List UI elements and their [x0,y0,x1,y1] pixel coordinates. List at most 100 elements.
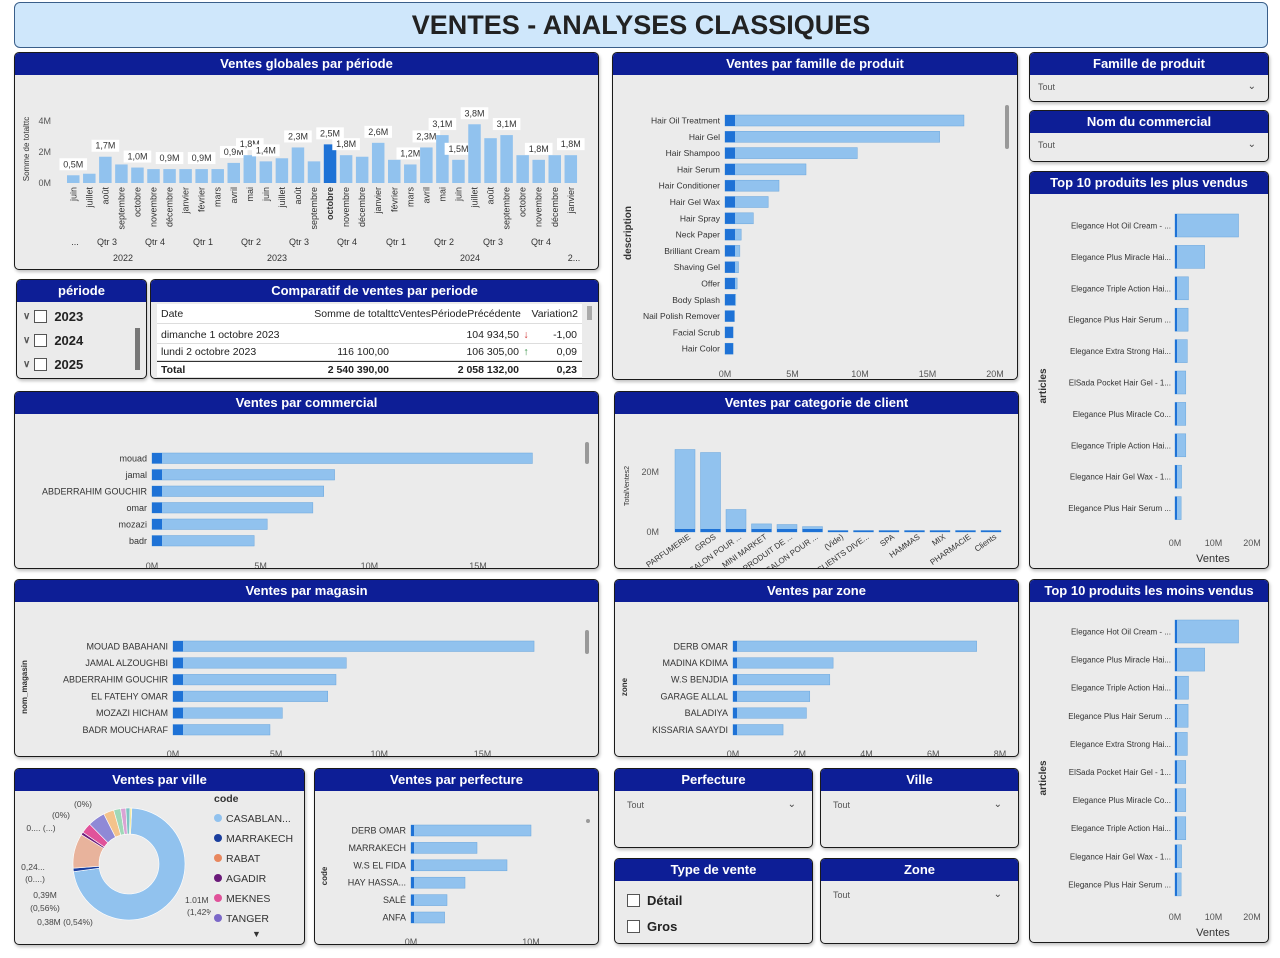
legend-item[interactable]: MEKNES [214,889,293,909]
quarter-label: Qtr 3 [483,237,503,247]
bar [1174,245,1205,269]
bar [500,135,513,183]
x-tick-label: août [486,187,496,205]
scrollbar[interactable] [135,328,140,370]
data-label: 0,5M [63,159,83,169]
bar-accent [152,486,162,497]
panel-title: Ventes par magasin [15,580,598,602]
x-tick-label: 10M [371,749,389,757]
checkbox[interactable] [627,919,640,933]
x-tick-label: septembre [116,187,126,230]
data-label: (0....) [25,874,45,884]
category-label: JAMAL ALZOUGHBI [85,658,168,668]
nom-dropdown[interactable]: Tout ⌄ [1034,137,1264,157]
x-tick-label: mars [405,187,415,207]
bar [410,894,448,906]
bar [151,535,255,547]
category-label: BADR MOUCHARAF [82,725,168,735]
x-tick-label: 4M [860,749,873,757]
data-label: 0,39M [33,890,57,900]
year-2024[interactable]: ∨ 2024 [23,328,140,352]
legend-item[interactable]: AGADIR [214,869,293,889]
chart-top10-moins: Elegance Hot Oil Cream - ... Elegance Plu… [1038,619,1261,939]
table-total: Total 2 540 390,00 2 058 132,00 0,23 [157,361,582,378]
bar-accent [1175,620,1177,643]
x-tick-label: 15M [469,561,487,569]
category-label: jamal [124,470,147,480]
col-prec[interactable]: VentesPériodePrécédente [398,308,521,320]
checkbox[interactable] [34,357,48,371]
y-axis-label: zone [620,677,629,696]
col-date[interactable]: Date [161,308,184,320]
quarter-label: Qtr 2 [434,237,454,247]
bar [151,502,314,514]
col-variation[interactable]: Variation2 [531,308,578,320]
col-somme[interactable]: Somme de totalttc [314,308,399,320]
y-tick-label: 20M [641,467,659,477]
bar [468,124,481,183]
y-tick-label: 2M [38,147,51,157]
legend-item[interactable]: TANGER [214,909,293,929]
bar [211,169,224,183]
bar [1174,276,1189,301]
perfecture-dropdown[interactable]: Tout ⌄ [623,797,804,817]
year-2023[interactable]: ∨ 2023 [23,304,140,328]
bar [131,167,144,183]
chevron-down-icon: ∨ [23,310,31,322]
x-tick-label: 5M [270,749,283,757]
data-label: 1,5M [448,144,468,154]
slicer-title: période [17,280,146,302]
panel-title: Ventes par ville [15,769,304,791]
slicer-perfecture: Perfecture Tout ⌄ [614,768,813,848]
panel-top10-moins: Top 10 produits les moins vendus Eleganc… [1029,579,1269,943]
option-gros[interactable]: Gros [623,913,804,939]
bar-accent [1175,339,1177,363]
x-tick-label: janvier [181,187,191,215]
checkbox[interactable] [34,309,48,323]
year-2025[interactable]: ∨ 2025 [23,352,140,376]
bar [410,824,532,837]
ville-dropdown[interactable]: Tout ⌄ [829,797,1010,817]
bar-accent [1175,788,1177,812]
legend-label: MEKNES [226,893,271,905]
dropdown-value: Tout [1038,140,1056,150]
data-label: 1,0M [127,152,147,162]
data-label-bg [91,139,120,152]
caret-down-icon[interactable]: ▼ [252,929,261,939]
legend-dot-icon [214,834,222,842]
bar [323,144,337,183]
bar-accent [1175,214,1177,237]
data-label: 0,38M (0,54%) [37,917,93,927]
x-tick-label: 0M [719,369,732,379]
quarter-label: Qtr 4 [145,237,165,247]
y-axis-label: articles [1038,368,1049,403]
category-label: Elegance Extra Strong Hai... [1070,347,1171,356]
scrollbar[interactable] [587,306,592,320]
y-axis-label: description [623,206,634,260]
category-label: GARAGE ALLAL [660,691,728,701]
data-label: 0,9M [224,147,244,157]
legend-item[interactable]: RABAT [214,849,293,869]
bar [420,147,433,183]
checkbox[interactable] [627,893,640,907]
y-axis-label: articles [1038,760,1049,795]
legend-item[interactable]: CASABLAN... [214,809,293,829]
bar-accent [955,530,976,532]
panel-ventes-magasin: Ventes par magasin MOUAD BABAHANI JAMAL A… [14,579,599,757]
bar [371,142,385,183]
bar [516,155,529,183]
famille-dropdown[interactable]: Tout ⌄ [1034,79,1264,99]
data-label-bg [187,152,216,165]
option-detail[interactable]: Détail [623,887,804,913]
year-label: 2024 [54,332,84,348]
zone-dropdown[interactable]: Tout ⌄ [829,887,1010,907]
bar-accent [725,196,735,208]
checkbox[interactable] [34,333,48,347]
bar [484,138,497,183]
arrow-up-icon: ↑ [523,346,529,358]
category-label: Elegance Plus Hair Serum ... [1068,880,1171,889]
data-label-bg [428,118,457,131]
x-tick-label: 15M [919,369,937,379]
legend-item[interactable]: MARRAKECH [214,829,293,849]
chevron-down-icon: ⌄ [993,799,1002,810]
